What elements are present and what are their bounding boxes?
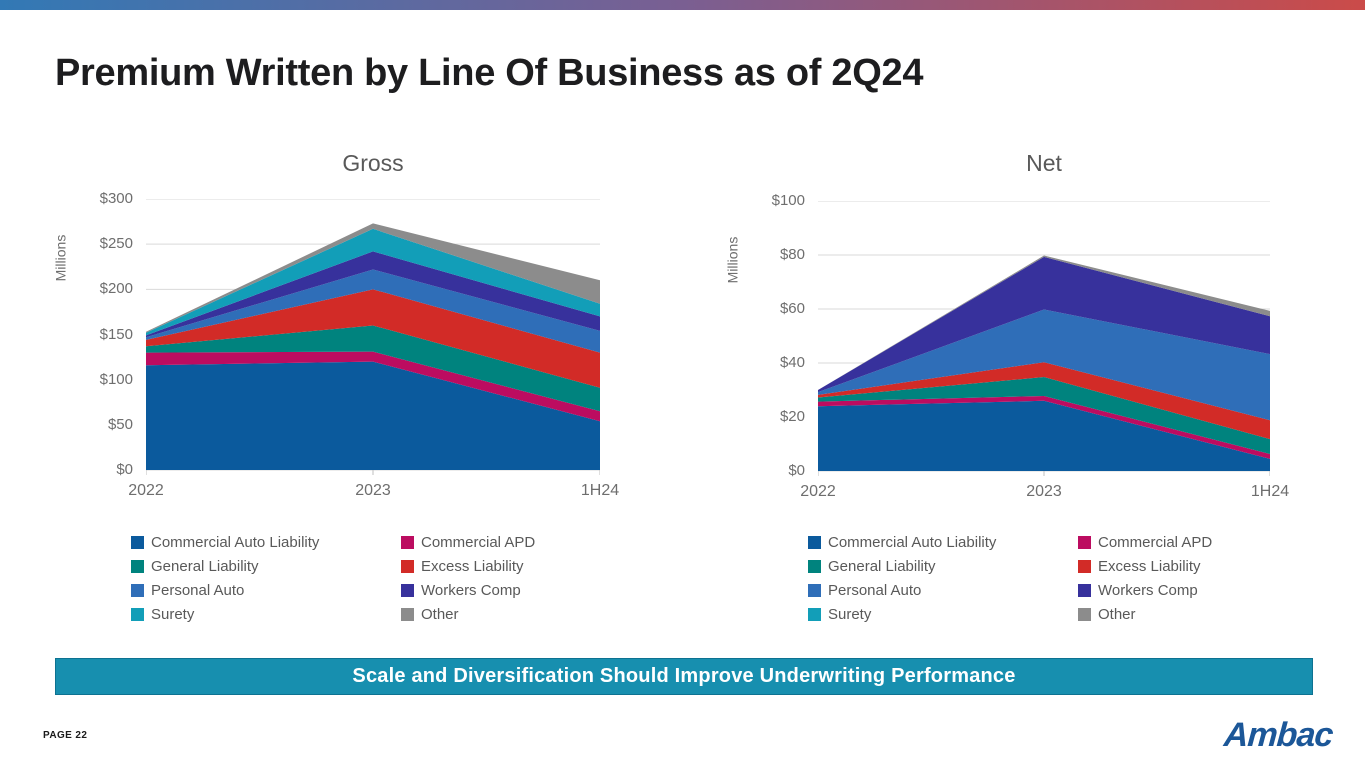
- y-tick-label: $200: [99, 280, 133, 298]
- banner: Scale and Diversification Should Improve…: [55, 658, 1313, 695]
- y-tick-label: $50: [107, 415, 133, 433]
- y-tick-label: $60: [779, 300, 805, 317]
- y-tick-label: $100: [99, 370, 133, 388]
- area-series-commercial-auto-liability: [818, 400, 1270, 471]
- x-tick-label: 1H24: [1250, 483, 1290, 500]
- y-tick-label: $300: [99, 190, 133, 207]
- y-tick-label: $100: [771, 192, 805, 209]
- legend-item: Excess Liability: [1078, 557, 1201, 575]
- banner-text: Scale and Diversification Should Improve…: [352, 665, 1016, 687]
- y-tick-label: $150: [99, 325, 133, 343]
- area-series-commercial-apd: [818, 395, 1270, 459]
- legend-chip-surety: [808, 607, 821, 621]
- area-series-excess-liability: [818, 362, 1270, 440]
- legend-item: Commercial Auto Liability: [131, 533, 319, 551]
- legend-item: Workers Comp: [401, 581, 521, 599]
- legend-label: Surety: [151, 605, 195, 623]
- legend-chip-general-liability: [131, 559, 144, 573]
- legend-chip-general-liability: [808, 559, 821, 573]
- y-axis-title: Millions: [722, 205, 742, 315]
- page-number: PAGE 22: [43, 730, 88, 741]
- legend-chip-workers-comp: [401, 583, 414, 597]
- legend-label: Personal Auto: [151, 581, 245, 599]
- y-axis-title: Millions: [50, 203, 70, 313]
- y-tick-label: $40: [779, 354, 805, 371]
- legend-label: Commercial APD: [421, 533, 536, 551]
- area-series-surety: [146, 228, 600, 336]
- legend-label: General Liability: [151, 557, 259, 575]
- area-series-workers-comp: [146, 251, 600, 338]
- legend-item: General Liability: [131, 557, 259, 575]
- legend-label: Commercial Auto Liability: [828, 533, 997, 551]
- legend-label: Workers Comp: [421, 581, 521, 599]
- y-axis-title-text: Millions: [724, 236, 740, 284]
- area-series-personal-auto: [146, 269, 600, 353]
- legend-item: Other: [401, 605, 459, 623]
- y-axis-title-text: Millions: [52, 234, 68, 282]
- x-tick-label: 2023: [1026, 483, 1062, 500]
- legend-label: Workers Comp: [1098, 581, 1198, 599]
- legend-item: Other: [1078, 605, 1136, 623]
- area-series-personal-auto: [818, 309, 1270, 421]
- top-gradient-bar: [0, 0, 1365, 10]
- legend-label: Personal Auto: [828, 581, 922, 599]
- y-tick-label: $80: [779, 246, 805, 263]
- legend-chip-surety: [131, 607, 144, 621]
- legend-chip-commercial-auto-liability: [808, 535, 821, 549]
- net-chart: Net Millions $0 $20 $40 $60 $80 $100 2022 2023 1H2…: [705, 145, 1330, 645]
- legend-item: Personal Auto: [131, 581, 244, 599]
- legend-label: Other: [1098, 605, 1136, 623]
- legend-item: Surety: [808, 605, 871, 623]
- legend-chip-other: [1078, 607, 1091, 621]
- x-tick-label: 2022: [128, 482, 164, 499]
- area-series-general-liability: [818, 377, 1270, 454]
- legend-chip-personal-auto: [808, 583, 821, 597]
- area-series-excess-liability: [146, 289, 600, 388]
- legend-item: Commercial Auto Liability: [808, 533, 996, 551]
- x-tick-label: 2022: [800, 483, 836, 500]
- legend-item: Surety: [131, 605, 194, 623]
- legend-chip-commercial-auto-liability: [131, 535, 144, 549]
- legend-chip-workers-comp: [1078, 583, 1091, 597]
- legend-chip-personal-auto: [131, 583, 144, 597]
- legend-item: General Liability: [808, 557, 936, 575]
- slide-title: Premium Written by Line Of Business as o…: [55, 52, 924, 94]
- legend-item: Commercial APD: [401, 533, 535, 551]
- ambac-logo: Ambac: [1222, 716, 1334, 754]
- legend-item: Personal Auto: [808, 581, 921, 599]
- legend-item: Commercial APD: [1078, 533, 1212, 551]
- legend-label: Excess Liability: [421, 557, 524, 575]
- legend-label: Excess Liability: [1098, 557, 1201, 575]
- area-series-workers-comp: [818, 256, 1270, 393]
- legend-chip-excess-liability: [1078, 559, 1091, 573]
- chart-title: Gross: [342, 150, 404, 176]
- legend-item: Excess Liability: [401, 557, 524, 575]
- area-series-general-liability: [146, 325, 600, 412]
- chart-title: Net: [1026, 150, 1062, 176]
- legend-chip-other: [401, 607, 414, 621]
- y-tick-label: $0: [116, 461, 133, 478]
- y-tick-label: $250: [99, 235, 133, 253]
- plot-area: [818, 201, 1270, 476]
- legend-item: Workers Comp: [1078, 581, 1198, 599]
- x-tick-label: 1H24: [580, 482, 620, 499]
- legend-label: Surety: [828, 605, 872, 623]
- gross-chart: Gross Millions $0 $50 $100 $150 $200 $250 $300 20…: [40, 145, 665, 645]
- legend-label: General Liability: [828, 557, 936, 575]
- area-series-commercial-apd: [146, 351, 600, 422]
- area-series-commercial-auto-liability: [146, 361, 600, 470]
- legend-chip-excess-liability: [401, 559, 414, 573]
- x-tick-label: 2023: [355, 482, 391, 499]
- legend-label: Commercial Auto Liability: [151, 533, 320, 551]
- legend-label: Other: [421, 605, 459, 623]
- y-tick-label: $20: [779, 408, 805, 425]
- plot-area: [146, 199, 600, 475]
- legend-chip-commercial-apd: [1078, 535, 1091, 549]
- y-tick-label: $0: [788, 462, 805, 479]
- legend-chip-commercial-apd: [401, 535, 414, 549]
- legend-label: Commercial APD: [1098, 533, 1213, 551]
